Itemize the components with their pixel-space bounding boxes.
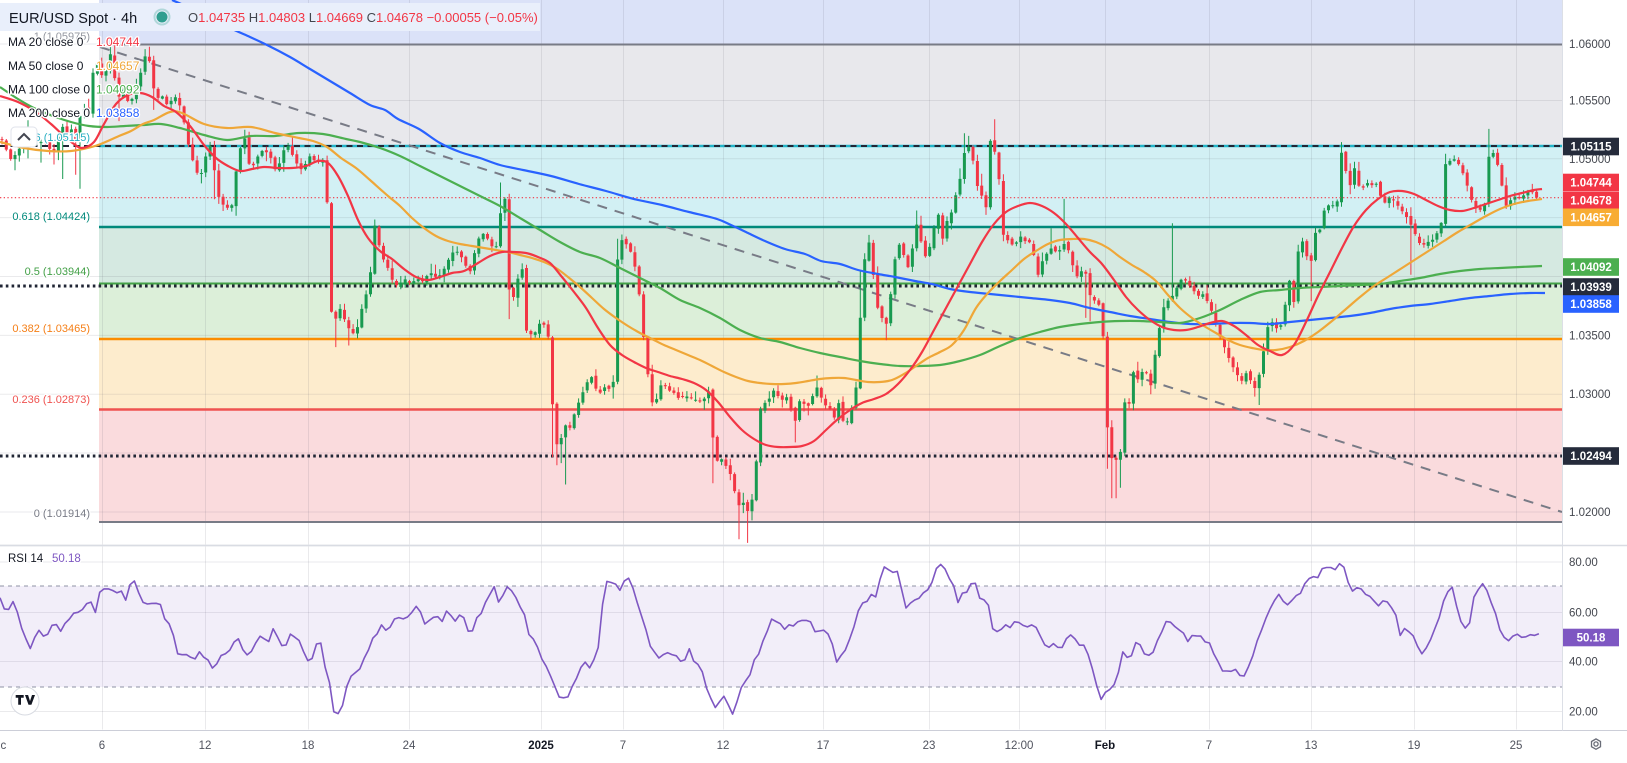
svg-text:MA 20 close 0: MA 20 close 0 xyxy=(8,35,84,49)
svg-text:1.04092: 1.04092 xyxy=(1570,262,1612,274)
svg-text:0 (1.01914): 0 (1.01914) xyxy=(34,508,90,520)
svg-text:12: 12 xyxy=(717,740,730,752)
svg-text:80.00: 80.00 xyxy=(1569,557,1598,569)
svg-text:19: 19 xyxy=(1408,740,1421,752)
svg-text:23: 23 xyxy=(923,740,936,752)
svg-text:17: 17 xyxy=(817,740,830,752)
svg-text:0.5 (1.03944): 0.5 (1.03944) xyxy=(25,266,90,278)
svg-text:13: 13 xyxy=(1305,740,1318,752)
svg-text:20.00: 20.00 xyxy=(1569,707,1598,719)
svg-text:1.04092: 1.04092 xyxy=(96,83,140,97)
svg-text:Dec: Dec xyxy=(0,740,6,752)
svg-text:60.00: 60.00 xyxy=(1569,608,1598,620)
svg-text:1.04657: 1.04657 xyxy=(96,59,140,73)
svg-text:40.00: 40.00 xyxy=(1569,657,1598,669)
svg-text:24: 24 xyxy=(403,740,416,752)
svg-text:EUR/USD Spot · 4h: EUR/USD Spot · 4h xyxy=(9,11,137,27)
svg-text:MA 200 close 0: MA 200 close 0 xyxy=(8,106,90,120)
svg-text:1.06000: 1.06000 xyxy=(1569,39,1611,51)
svg-text:6: 6 xyxy=(99,740,105,752)
svg-text:RSI 14: RSI 14 xyxy=(8,553,44,565)
svg-text:1.04744: 1.04744 xyxy=(96,35,140,49)
svg-text:1.03858: 1.03858 xyxy=(96,106,140,120)
svg-text:1.04678: 1.04678 xyxy=(1570,196,1612,208)
svg-text:1.05115: 1.05115 xyxy=(1571,142,1613,154)
svg-text:1.02494: 1.02494 xyxy=(1570,451,1612,463)
svg-text:18: 18 xyxy=(302,740,315,752)
svg-text:0.618 (1.04424): 0.618 (1.04424) xyxy=(12,211,90,223)
svg-text:50.18: 50.18 xyxy=(52,553,81,565)
svg-text:MA 50 close 0: MA 50 close 0 xyxy=(8,59,84,73)
svg-text:25: 25 xyxy=(1510,740,1523,752)
svg-text:1.05500: 1.05500 xyxy=(1569,96,1611,108)
svg-text:1.03939: 1.03939 xyxy=(1570,282,1612,294)
svg-text:MA 100 close 0: MA 100 close 0 xyxy=(8,83,90,97)
svg-text:7: 7 xyxy=(620,740,626,752)
svg-text:1.03500: 1.03500 xyxy=(1569,330,1611,342)
svg-text:12:00: 12:00 xyxy=(1005,740,1034,752)
svg-text:12: 12 xyxy=(199,740,212,752)
svg-text:1.03858: 1.03858 xyxy=(1570,299,1612,311)
svg-text:1.04744: 1.04744 xyxy=(1570,178,1612,190)
svg-text:1.03000: 1.03000 xyxy=(1569,389,1611,401)
svg-text:2025: 2025 xyxy=(528,740,554,752)
svg-text:1 (1.05975): 1 (1.05975) xyxy=(34,31,90,43)
svg-text:1.02000: 1.02000 xyxy=(1569,507,1611,519)
svg-text:0.236 (1.02873): 0.236 (1.02873) xyxy=(12,394,90,406)
svg-text:0.382 (1.03465): 0.382 (1.03465) xyxy=(12,323,90,335)
svg-text:1.05000: 1.05000 xyxy=(1569,154,1611,166)
svg-text:7: 7 xyxy=(1206,740,1212,752)
svg-text:1.04657: 1.04657 xyxy=(1570,212,1612,224)
svg-text:O1.04735 H1.04803 L1.04669 C1.: O1.04735 H1.04803 L1.04669 C1.04678 −0.0… xyxy=(188,10,538,25)
svg-text:50.18: 50.18 xyxy=(1577,633,1606,645)
svg-text:Feb: Feb xyxy=(1095,740,1115,752)
